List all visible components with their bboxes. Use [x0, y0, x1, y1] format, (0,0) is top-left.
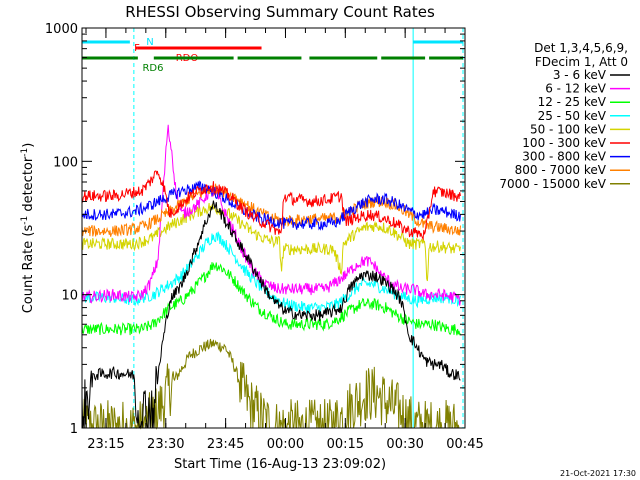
- flag-label-f: F: [134, 43, 140, 54]
- y-axis-label-sup1: -1: [20, 216, 30, 225]
- plot-frame: [81, 27, 466, 429]
- y-axis-label-end: ): [21, 143, 36, 148]
- y-tick-label-2: 100: [53, 155, 78, 170]
- x-tick-label-1: 23:30: [147, 437, 184, 452]
- legend-header-line-2: FDecim 1, Att 0: [535, 55, 628, 69]
- y-tick-label-3: 1000: [45, 22, 78, 37]
- x-axis: 23:15 23:30 23:45 00:00 00:15 00:30 00:45: [85, 28, 484, 452]
- legend-label-0: 3 - 6 keV: [553, 68, 607, 82]
- legend-label-3: 25 - 50 keV: [538, 109, 607, 123]
- legend-label-5: 100 - 300 keV: [522, 136, 606, 150]
- y-tick-label-0: 1: [70, 422, 78, 437]
- plot-area: NFRDORD6: [81, 28, 464, 430]
- x-tick-label-4: 00:15: [327, 437, 364, 452]
- legend-label-1: 6 - 12 keV: [545, 82, 607, 96]
- legend-label-7: 800 - 7000 keV: [515, 163, 607, 177]
- legend: Det 1,3,4,5,6,9, FDecim 1, Att 0 3 - 6 k…: [499, 41, 630, 191]
- series-line-3: [81, 231, 461, 316]
- series-line-6: [81, 180, 461, 231]
- y-tick-label-1: 10: [61, 289, 78, 304]
- legend-label-4: 50 - 100 keV: [530, 122, 607, 136]
- series-line-0: [81, 200, 461, 429]
- chart-title: RHESSI Observing Summary Count Rates: [125, 3, 435, 21]
- series-line-5: [81, 170, 461, 241]
- series-line-4: [81, 202, 461, 282]
- legend-label-6: 300 - 800 keV: [522, 150, 606, 164]
- x-axis-label: Start Time (16-Aug-13 23:09:02): [174, 457, 386, 472]
- legend-label-8: 7000 - 15000 keV: [499, 177, 606, 191]
- x-tick-label-6: 00:45: [446, 437, 483, 452]
- flag-label-rd6: RD6: [142, 63, 163, 74]
- y-axis: 1 10 100 1000: [45, 22, 465, 437]
- y-axis-label-mid: detector: [21, 156, 36, 216]
- y-axis-label-main: Count Rate (s: [21, 225, 36, 314]
- x-tick-label-3: 00:00: [267, 437, 304, 452]
- x-tick-label-5: 00:30: [386, 437, 423, 452]
- y-axis-label: Count Rate (s-1 detector-1): [20, 143, 36, 314]
- legend-header-line-1: Det 1,3,4,5,6,9,: [534, 41, 628, 55]
- x-tick-label-2: 23:45: [207, 437, 244, 452]
- y-axis-label-sup2: -1: [20, 148, 30, 157]
- flag-label-n: N: [146, 37, 153, 48]
- series-line-1: [81, 124, 461, 306]
- x-tick-label-0: 23:15: [87, 437, 124, 452]
- series-line-2: [81, 262, 461, 336]
- footer-date: 21-Oct-2021 17:30: [560, 469, 636, 478]
- legend-label-2: 12 - 25 keV: [538, 95, 607, 109]
